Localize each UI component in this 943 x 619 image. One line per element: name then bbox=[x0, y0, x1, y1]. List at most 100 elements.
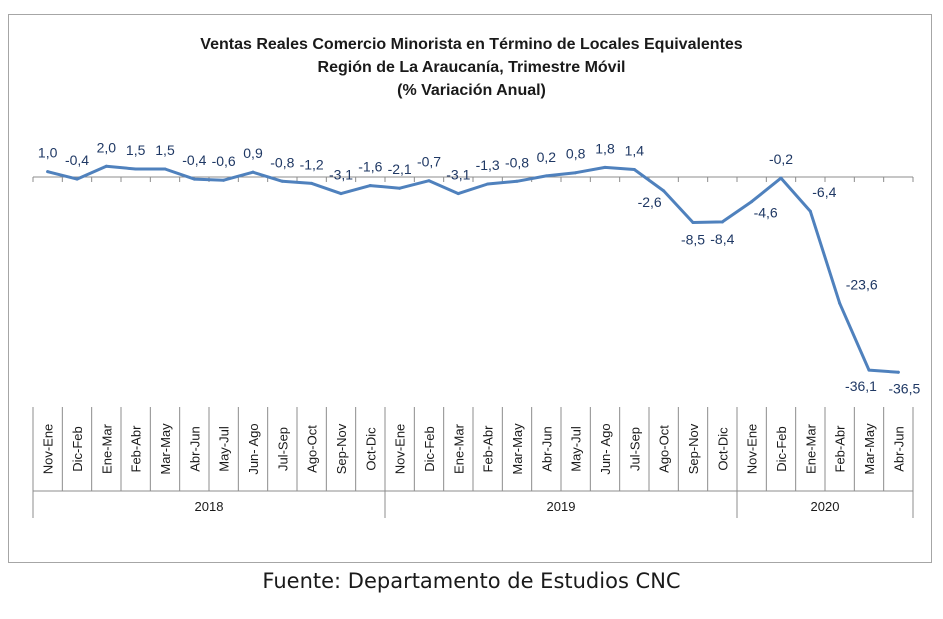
data-label: -36,5 bbox=[888, 380, 920, 396]
x-tick-label: Feb-Abr bbox=[833, 425, 848, 473]
data-point bbox=[544, 174, 548, 178]
x-tick-label: Sep-Nov bbox=[334, 423, 349, 474]
chart-title-line-1: Ventas Reales Comercio Minorista en Térm… bbox=[200, 36, 743, 53]
data-point bbox=[838, 301, 842, 305]
data-label: -2,1 bbox=[388, 161, 412, 177]
data-label: 0,8 bbox=[566, 146, 586, 162]
x-tick-label: Abr-Jun bbox=[539, 426, 554, 472]
data-point bbox=[104, 164, 108, 168]
data-label: -1,2 bbox=[300, 156, 324, 172]
data-label: 1,8 bbox=[595, 140, 615, 156]
data-label: 1,5 bbox=[155, 142, 175, 158]
data-point bbox=[46, 170, 50, 174]
data-point bbox=[222, 178, 226, 182]
data-point bbox=[456, 192, 460, 196]
data-label: 1,0 bbox=[38, 145, 58, 161]
data-label: 1,5 bbox=[126, 142, 146, 158]
chart-frame bbox=[8, 14, 932, 563]
data-label: -4,6 bbox=[754, 205, 778, 221]
data-point bbox=[486, 182, 490, 186]
data-point bbox=[691, 220, 695, 224]
x-tick-label: Nov-Ene bbox=[41, 424, 56, 475]
data-label: -2,6 bbox=[638, 194, 662, 210]
data-point bbox=[515, 179, 519, 183]
x-tick-label: Jun- Ago bbox=[246, 423, 261, 474]
x-tick-label: Feb-Abr bbox=[129, 425, 144, 473]
x-tick-label: Nov-Ene bbox=[745, 424, 760, 475]
x-group-label: 2019 bbox=[547, 499, 576, 514]
data-label: -3,1 bbox=[329, 167, 353, 183]
data-label: -8,5 bbox=[681, 231, 705, 247]
x-tick-label: May-Jul bbox=[569, 426, 584, 472]
data-point bbox=[368, 184, 372, 188]
data-label: 0,9 bbox=[243, 145, 263, 161]
data-label: 2,0 bbox=[97, 139, 117, 155]
x-tick-label: Sep-Nov bbox=[686, 423, 701, 474]
x-group-label: 2018 bbox=[195, 499, 224, 514]
chart-title-line-2: Región de La Araucanía, Trimestre Móvil bbox=[317, 59, 626, 76]
x-tick-label: Ene-Mar bbox=[803, 423, 818, 474]
data-label: 0,2 bbox=[537, 149, 557, 165]
data-label: -0,2 bbox=[769, 151, 793, 167]
x-tick-label: Nov-Ene bbox=[393, 424, 408, 475]
x-tick-label: Ago-Oct bbox=[657, 425, 672, 473]
data-point bbox=[867, 368, 871, 372]
x-tick-label: Oct-Dic bbox=[715, 427, 730, 471]
data-label: -6,4 bbox=[812, 184, 836, 200]
data-point bbox=[251, 170, 255, 174]
data-point bbox=[75, 177, 79, 181]
x-tick-label: Mar-May bbox=[510, 423, 525, 475]
x-tick-label: Abr-Jun bbox=[187, 426, 202, 472]
source-note: Fuente: Departamento de Estudios CNC bbox=[262, 569, 681, 593]
data-point bbox=[163, 167, 167, 171]
data-point bbox=[192, 177, 196, 181]
data-point bbox=[632, 168, 636, 172]
series-line bbox=[46, 164, 900, 374]
data-label: -0,6 bbox=[212, 153, 236, 169]
data-label: -1,6 bbox=[358, 159, 382, 175]
data-point bbox=[779, 176, 783, 180]
data-label: -1,3 bbox=[476, 157, 500, 173]
data-label: -8,4 bbox=[710, 231, 734, 247]
x-tick-label: Jul-Sep bbox=[627, 427, 642, 471]
x-tick-label: Dic-Feb bbox=[422, 426, 437, 472]
data-point bbox=[574, 171, 578, 175]
data-point bbox=[603, 165, 607, 169]
data-label: -3,1 bbox=[446, 167, 470, 183]
x-tick-label: Ago-Oct bbox=[305, 425, 320, 473]
x-tick-label: Abr-Jun bbox=[891, 426, 906, 472]
data-point bbox=[750, 200, 754, 204]
x-tick-label: Mar-May bbox=[158, 423, 173, 475]
x-tick-label: Ene-Mar bbox=[99, 423, 114, 474]
x-group-label: 2020 bbox=[811, 499, 840, 514]
data-label: -0,4 bbox=[182, 152, 206, 168]
x-tick-label: Dic-Feb bbox=[70, 426, 85, 472]
data-point bbox=[662, 189, 666, 193]
data-point bbox=[310, 181, 314, 185]
data-label: 1,4 bbox=[625, 143, 645, 159]
data-point bbox=[134, 167, 138, 171]
data-label: -0,8 bbox=[505, 154, 529, 170]
x-tick-label: Dic-Feb bbox=[774, 426, 789, 472]
data-point bbox=[339, 192, 343, 196]
x-tick-label: Mar-May bbox=[862, 423, 877, 475]
data-point bbox=[280, 179, 284, 183]
data-point bbox=[398, 186, 402, 190]
data-point bbox=[427, 179, 431, 183]
chart-title-line-3: (% Variación Anual) bbox=[397, 82, 546, 99]
x-tick-label: Jun- Ago bbox=[598, 423, 613, 474]
data-label: -0,8 bbox=[270, 154, 294, 170]
data-label: -36,1 bbox=[845, 378, 877, 394]
data-label: -0,7 bbox=[417, 154, 441, 170]
x-tick-label: Ene-Mar bbox=[451, 423, 466, 474]
x-tick-label: Oct-Dic bbox=[363, 427, 378, 471]
data-label: -0,4 bbox=[65, 152, 89, 168]
data-point bbox=[808, 209, 812, 213]
x-tick-label: May-Jul bbox=[217, 426, 232, 472]
x-tick-label: Feb-Abr bbox=[481, 425, 496, 473]
x-tick-label: Jul-Sep bbox=[275, 427, 290, 471]
data-label: -23,6 bbox=[846, 276, 878, 292]
data-point bbox=[896, 370, 900, 374]
data-point bbox=[720, 220, 724, 224]
